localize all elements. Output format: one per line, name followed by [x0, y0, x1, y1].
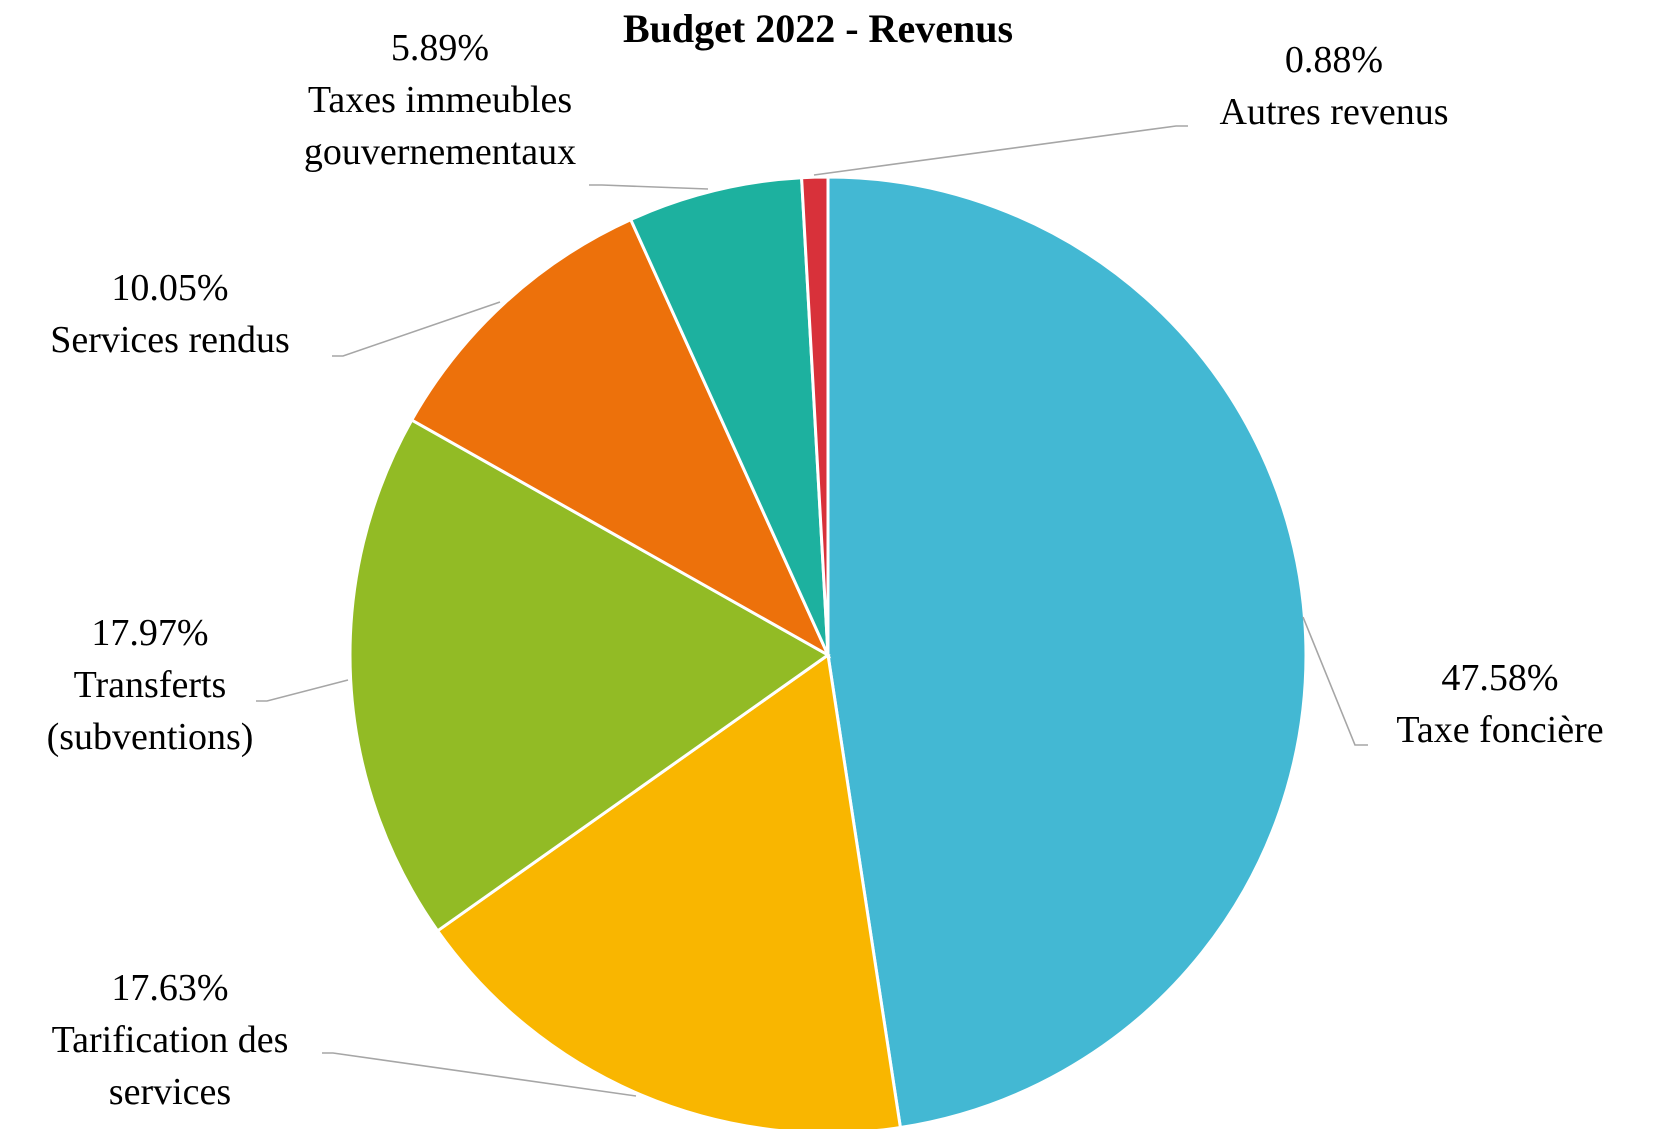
slice-percent-label: 17.63%: [111, 967, 228, 1009]
chart-title: Budget 2022 - Revenus: [623, 6, 1013, 51]
slice-category-label: Services rendus: [50, 319, 290, 361]
pie-slice: [409, 217, 832, 659]
data-label: 17.63% Tarification des services: [52, 967, 289, 1113]
data-labels: 47.58% Taxe foncière 17.63% Tarification de…: [47, 27, 1604, 1113]
leader-line: [322, 1052, 637, 1097]
slice-category-label: Taxe foncière: [1396, 709, 1603, 751]
slice-percent-label: 5.89%: [391, 27, 489, 69]
data-label: 0.88% Autres revenus: [1220, 39, 1449, 133]
leader-line: [813, 125, 1188, 176]
slice-category-label: Autres revenus: [1220, 91, 1449, 133]
leader-lines: [256, 125, 1368, 1097]
pie-slices: [348, 175, 1308, 1134]
slice-percent-label: 10.05%: [111, 267, 228, 309]
pie-slice: [799, 175, 830, 656]
slice-category-label: Tarification des: [52, 1019, 289, 1061]
slice-percent-label: 0.88%: [1285, 39, 1383, 81]
data-label: 10.05% Services rendus: [50, 267, 290, 361]
leader-line: [332, 301, 501, 357]
slice-category-label: services: [109, 1071, 231, 1113]
slice-category-label: gouvernementaux: [304, 131, 576, 173]
data-label: 17.97% Transferts (subventions): [47, 612, 254, 758]
pie-slice: [348, 417, 831, 933]
data-label: 47.58% Taxe foncière: [1396, 657, 1603, 751]
slice-percent-label: 47.58%: [1441, 657, 1558, 699]
slice-category-label: (subventions): [47, 716, 254, 758]
slice-category-label: Taxes immeubles: [308, 79, 572, 121]
leader-line: [256, 679, 349, 702]
pie-slice: [826, 175, 1308, 1130]
data-label: 5.89% Taxes immeubles gouvernementaux: [304, 27, 576, 173]
leader-line: [589, 184, 709, 190]
slice-percent-label: 17.97%: [91, 612, 208, 654]
leader-line: [1302, 616, 1368, 746]
slice-category-label: Transferts: [74, 664, 227, 706]
pie-slice: [628, 176, 830, 656]
